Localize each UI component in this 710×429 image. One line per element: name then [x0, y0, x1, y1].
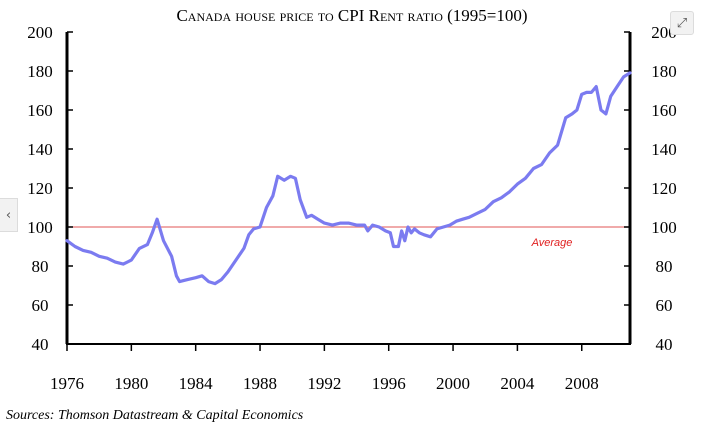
x-tick-label: 1976 [50, 374, 84, 393]
x-tick-label: 2000 [436, 374, 470, 393]
chevron-left-icon: ‹ [5, 207, 12, 223]
x-tick-label: 1984 [179, 374, 214, 393]
left-y-tick-label: 80 [32, 257, 49, 276]
left-y-tick-label: 200 [27, 23, 53, 42]
expand-button[interactable]: ⤢ [670, 11, 694, 35]
left-y-tick-label: 160 [27, 101, 53, 120]
x-tick-label: 1996 [372, 374, 406, 393]
source-note: Sources: Thomson Datastream & Capital Ec… [6, 408, 304, 423]
x-tick-label: 2004 [500, 374, 535, 393]
right-y-tick-label: 100 [651, 218, 677, 237]
left-y-tick-label: 60 [32, 296, 49, 315]
expand-icon: ⤢ [676, 15, 688, 31]
left-y-tick-label: 120 [27, 179, 53, 198]
x-axis-ticks: 1976 1980 1984 1988 1992 1996 2000 2004 2008 [50, 344, 599, 393]
previous-slide-button[interactable]: ‹ [0, 198, 18, 232]
x-tick-label: 1988 [243, 374, 277, 393]
average-label: Average [531, 237, 573, 249]
right-y-tick-label: 140 [651, 140, 677, 159]
left-y-tick-label: 180 [27, 62, 53, 81]
series-layer [65, 71, 632, 286]
left-y-tick-label: 140 [27, 140, 53, 159]
left-y-axis-ticks: 40 60 80 100 120 140 160 180 200 [27, 23, 73, 354]
right-y-tick-label: 180 [651, 62, 677, 81]
axes [65, 32, 632, 345]
right-y-tick-label: 120 [651, 179, 677, 198]
right-y-tick-label: 40 [656, 335, 673, 354]
right-y-tick-label: 160 [651, 101, 677, 120]
right-y-tick-label: 80 [656, 257, 673, 276]
right-y-tick-label: 60 [656, 296, 673, 315]
x-tick-label: 2008 [565, 374, 599, 393]
series-line [65, 71, 632, 286]
x-tick-label: 1980 [114, 374, 148, 393]
left-y-tick-label: 100 [27, 218, 53, 237]
x-tick-label: 1992 [307, 374, 341, 393]
left-y-tick-label: 40 [32, 335, 49, 354]
chart-title: Canada house price to CPI Rent ratio (19… [176, 6, 527, 25]
